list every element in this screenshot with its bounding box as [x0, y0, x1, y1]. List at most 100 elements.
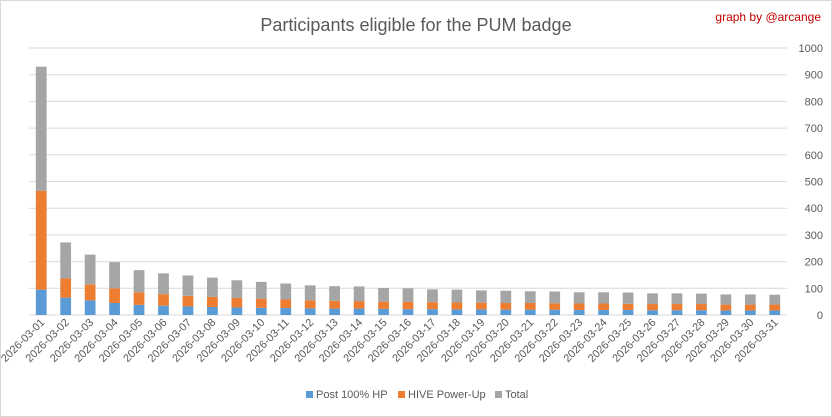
- bar-segment-post-100-hp: [598, 309, 609, 315]
- y-tick-label: 600: [805, 150, 823, 162]
- bar-segment-hive-power-up: [647, 304, 658, 311]
- y-axis-ticks: 0 100 200 300 400 500 600 700 800 900 1000: [799, 43, 823, 322]
- bar-segment-total: [622, 292, 634, 304]
- bar-segment-hive-power-up: [598, 303, 609, 310]
- gridlines: [29, 47, 787, 316]
- bar-segment-post-100-hp: [671, 310, 683, 315]
- bar-segment-total: [744, 294, 756, 305]
- y-tick-label: 800: [805, 96, 823, 108]
- bar-segment-hive-power-up: [35, 190, 47, 290]
- bar-segment-hive-power-up: [207, 296, 218, 307]
- bar-segment-post-100-hp: [35, 289, 47, 315]
- y-tick-label: 700: [805, 123, 823, 135]
- bar-segment-total: [231, 280, 243, 298]
- bar-segment-total: [60, 242, 72, 279]
- bar-segment-post-100-hp: [207, 306, 218, 315]
- bar-segment-hive-power-up: [427, 302, 438, 310]
- bar-segment-total: [158, 273, 169, 295]
- bar-segment-hive-power-up: [475, 302, 487, 310]
- bar-segment-hive-power-up: [158, 294, 169, 306]
- bar-segment-post-100-hp: [744, 310, 756, 315]
- bar-segment-post-100-hp: [255, 307, 267, 315]
- bar-segment-post-100-hp: [720, 310, 732, 315]
- bar-segment-post-100-hp: [280, 308, 292, 315]
- y-tick-label: 500: [805, 177, 823, 189]
- bar-segment-total: [524, 291, 536, 303]
- bar-segment-total: [427, 289, 438, 303]
- bar-segment-total: [35, 66, 47, 191]
- bar-segment-post-100-hp: [158, 305, 169, 315]
- legend-label: Total: [505, 389, 528, 401]
- bar-segment-post-100-hp: [60, 297, 72, 315]
- bar-segment-post-100-hp: [451, 309, 463, 315]
- bar-segment-total: [109, 262, 120, 289]
- bar-segment-post-100-hp: [647, 310, 658, 315]
- bar-segment-total: [255, 281, 267, 299]
- y-tick-label: 0: [817, 310, 823, 322]
- bar-segment-post-100-hp: [133, 304, 145, 315]
- bar-segment-post-100-hp: [231, 307, 243, 315]
- x-axis-ticks: 2026-03-012026-03-022026-03-032026-03-04…: [1, 317, 781, 365]
- bar-segment-hive-power-up: [769, 304, 781, 311]
- bar-segment-hive-power-up: [524, 302, 536, 310]
- bar-segment-hive-power-up: [84, 284, 96, 301]
- bar-segment-hive-power-up: [549, 303, 561, 310]
- y-tick-label: 200: [805, 257, 823, 269]
- bar-segment-total: [475, 290, 487, 303]
- bar-segment-post-100-hp: [500, 309, 512, 315]
- bar-segment-total: [329, 286, 341, 301]
- bar-segment-hive-power-up: [378, 301, 389, 309]
- bar-segment-post-100-hp: [622, 309, 634, 315]
- bar-segment-total: [573, 292, 585, 304]
- bar-segment-hive-power-up: [231, 297, 243, 308]
- bar-segment-hive-power-up: [182, 295, 194, 307]
- bar-segment-hive-power-up: [353, 301, 365, 309]
- y-tick-label: 100: [805, 283, 823, 295]
- legend-swatch: [398, 391, 405, 398]
- bar-segment-post-100-hp: [402, 309, 414, 315]
- y-tick-label: 400: [805, 203, 823, 215]
- bar-segment-total: [720, 294, 732, 305]
- credit-label: graph by @arcange: [715, 10, 821, 24]
- bar-segment-total: [500, 290, 512, 303]
- y-tick-label: 300: [805, 230, 823, 242]
- legend-label: Post 100% HP: [316, 389, 388, 401]
- bar-segment-post-100-hp: [109, 302, 120, 315]
- bar-segment-hive-power-up: [500, 302, 512, 310]
- bar-segment-post-100-hp: [769, 310, 781, 315]
- bar-segment-total: [647, 293, 658, 305]
- bar-segment-hive-power-up: [671, 304, 683, 311]
- bar-segment-post-100-hp: [182, 306, 194, 315]
- bar-segment-hive-power-up: [622, 303, 634, 310]
- bar-segment-post-100-hp: [573, 309, 585, 315]
- bar-segment-total: [549, 291, 561, 304]
- bar-segment-total: [696, 293, 707, 305]
- bar-segment-post-100-hp: [524, 309, 536, 315]
- legend-label: HIVE Power-Up: [408, 389, 486, 401]
- bar-segment-post-100-hp: [549, 309, 561, 315]
- bar-segment-total: [84, 254, 96, 285]
- bar-segment-hive-power-up: [304, 300, 316, 309]
- bar-segment-hive-power-up: [573, 303, 585, 310]
- bars: [35, 66, 781, 315]
- bar-segment-total: [280, 283, 292, 300]
- bar-segment-post-100-hp: [696, 310, 707, 315]
- bar-segment-total: [451, 289, 463, 303]
- bar-segment-total: [378, 288, 389, 302]
- bar-segment-post-100-hp: [329, 308, 341, 315]
- bar-segment-post-100-hp: [378, 308, 389, 315]
- bar-segment-total: [304, 285, 316, 301]
- bar-segment-post-100-hp: [353, 308, 365, 315]
- bar-segment-total: [207, 277, 218, 297]
- bar-segment-hive-power-up: [255, 298, 267, 308]
- bar-segment-hive-power-up: [329, 300, 341, 309]
- bar-segment-hive-power-up: [696, 304, 707, 311]
- bar-segment-hive-power-up: [60, 278, 72, 298]
- bar-segment-total: [353, 286, 365, 302]
- y-tick-label: 1000: [799, 43, 823, 55]
- bar-segment-total: [671, 293, 683, 305]
- bar-segment-post-100-hp: [475, 309, 487, 315]
- bar-segment-hive-power-up: [402, 301, 414, 310]
- legend: Post 100% HP HIVE Power-Up Total: [306, 389, 528, 401]
